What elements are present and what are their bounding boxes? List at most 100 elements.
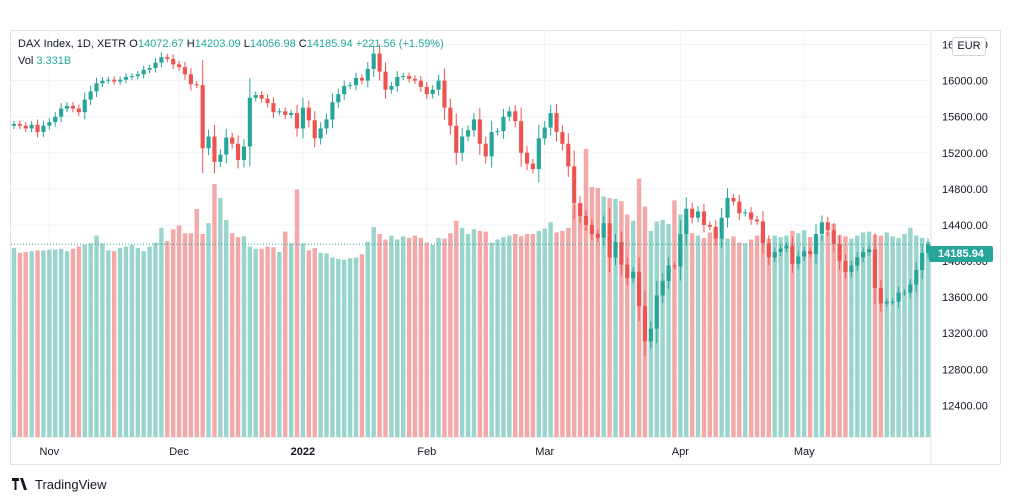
volume-label[interactable]: Vol bbox=[18, 55, 34, 67]
volume-bar bbox=[347, 258, 353, 437]
volume-bar bbox=[601, 196, 606, 437]
candle bbox=[418, 80, 423, 87]
volume-bar bbox=[235, 237, 241, 437]
candle bbox=[23, 125, 28, 129]
x-tick-label: Feb bbox=[417, 446, 436, 458]
volume-bar bbox=[595, 187, 601, 437]
candle bbox=[754, 219, 760, 222]
volume-bar bbox=[619, 201, 624, 437]
volume-bar bbox=[294, 189, 300, 437]
volume-bar bbox=[229, 233, 235, 437]
volume-bar bbox=[471, 229, 477, 437]
candle bbox=[389, 86, 394, 90]
candle bbox=[82, 99, 87, 113]
candle bbox=[283, 111, 288, 115]
candle bbox=[831, 230, 836, 244]
volume-bar bbox=[341, 259, 347, 437]
close-value: 14185.94 bbox=[306, 38, 353, 50]
volume-bar bbox=[359, 254, 365, 437]
volume-bar bbox=[908, 227, 913, 437]
volume-bar bbox=[206, 223, 211, 437]
volume-bar bbox=[849, 238, 854, 437]
candlestick-chart[interactable]: 16400.0016000.0015600.0015200.0014800.00… bbox=[11, 31, 1000, 464]
candle bbox=[88, 91, 93, 100]
volume-bar bbox=[318, 252, 323, 437]
volume-bar bbox=[684, 216, 689, 437]
volume-bar bbox=[754, 235, 760, 437]
candle bbox=[165, 57, 170, 59]
candle bbox=[29, 124, 34, 129]
volume-bar bbox=[554, 232, 559, 437]
volume-bar bbox=[448, 233, 453, 437]
candle bbox=[902, 292, 907, 294]
candle bbox=[501, 116, 506, 132]
candle bbox=[749, 212, 754, 220]
volume-value: 3.331B bbox=[36, 55, 72, 67]
volume-bar bbox=[625, 214, 630, 437]
volume-bar bbox=[165, 241, 170, 437]
candle bbox=[507, 111, 512, 117]
volume-bar bbox=[843, 236, 848, 437]
volume-bar bbox=[772, 235, 777, 437]
candle bbox=[908, 284, 913, 293]
tradingview-icon bbox=[12, 478, 27, 490]
candle bbox=[460, 136, 465, 153]
candle bbox=[772, 252, 777, 258]
volume-bar bbox=[837, 234, 842, 437]
volume-bar bbox=[860, 232, 866, 437]
volume-bar bbox=[760, 233, 766, 437]
volume-bar bbox=[64, 251, 70, 437]
candle bbox=[371, 53, 376, 69]
chart-frame[interactable]: 16400.0016000.0015600.0015200.0014800.00… bbox=[10, 30, 1001, 465]
volume-bar bbox=[312, 248, 317, 437]
volume-bar bbox=[483, 231, 488, 437]
candle bbox=[41, 125, 46, 133]
volume-bar bbox=[147, 246, 152, 437]
x-tick-label: May bbox=[794, 446, 815, 458]
currency-button[interactable]: EUR bbox=[952, 37, 986, 56]
candle bbox=[601, 223, 606, 238]
volume-bar bbox=[630, 220, 636, 437]
volume-bar bbox=[288, 243, 294, 437]
volume-bar bbox=[218, 198, 223, 437]
volume-legend: Vol 3.331B bbox=[18, 54, 71, 69]
volume-bar bbox=[271, 247, 276, 437]
volume-bar bbox=[200, 234, 205, 437]
volume-bar bbox=[58, 248, 64, 437]
candle bbox=[637, 271, 642, 307]
close-label: C bbox=[298, 38, 307, 50]
volume-bar bbox=[412, 235, 418, 437]
candle bbox=[607, 223, 612, 258]
candle bbox=[737, 201, 742, 214]
volume-bar bbox=[719, 236, 724, 437]
candle bbox=[477, 119, 482, 144]
candle bbox=[200, 85, 205, 149]
volume-bar bbox=[94, 235, 99, 437]
candle bbox=[867, 249, 872, 253]
symbol-title[interactable]: DAX Index, 1D, XETR bbox=[18, 38, 127, 50]
volume-bar bbox=[41, 250, 46, 437]
volume-bar bbox=[29, 251, 34, 437]
candle bbox=[35, 124, 40, 133]
volume-bar bbox=[890, 236, 895, 437]
low-value: 14056.98 bbox=[249, 38, 296, 50]
volume-bar bbox=[400, 236, 406, 437]
volume-bar bbox=[123, 246, 129, 437]
candle bbox=[684, 208, 689, 234]
candle bbox=[731, 197, 736, 202]
ohlc-legend: DAX Index, 1D, XETR O14072.67 H14203.09 … bbox=[18, 37, 444, 52]
volume-bar bbox=[330, 257, 335, 437]
volume-bar bbox=[106, 250, 111, 437]
volume-bar bbox=[607, 198, 612, 437]
candle bbox=[660, 280, 665, 296]
open-value: 14072.67 bbox=[137, 38, 184, 50]
volume-bar bbox=[701, 237, 707, 437]
volume-bar bbox=[666, 223, 671, 437]
volume-bar bbox=[819, 234, 825, 437]
candle bbox=[625, 264, 630, 279]
candle bbox=[572, 166, 577, 204]
volume-bar bbox=[507, 235, 512, 437]
candle bbox=[642, 306, 648, 342]
tradingview-logo[interactable]: TradingView bbox=[12, 474, 107, 494]
candle bbox=[407, 76, 412, 79]
